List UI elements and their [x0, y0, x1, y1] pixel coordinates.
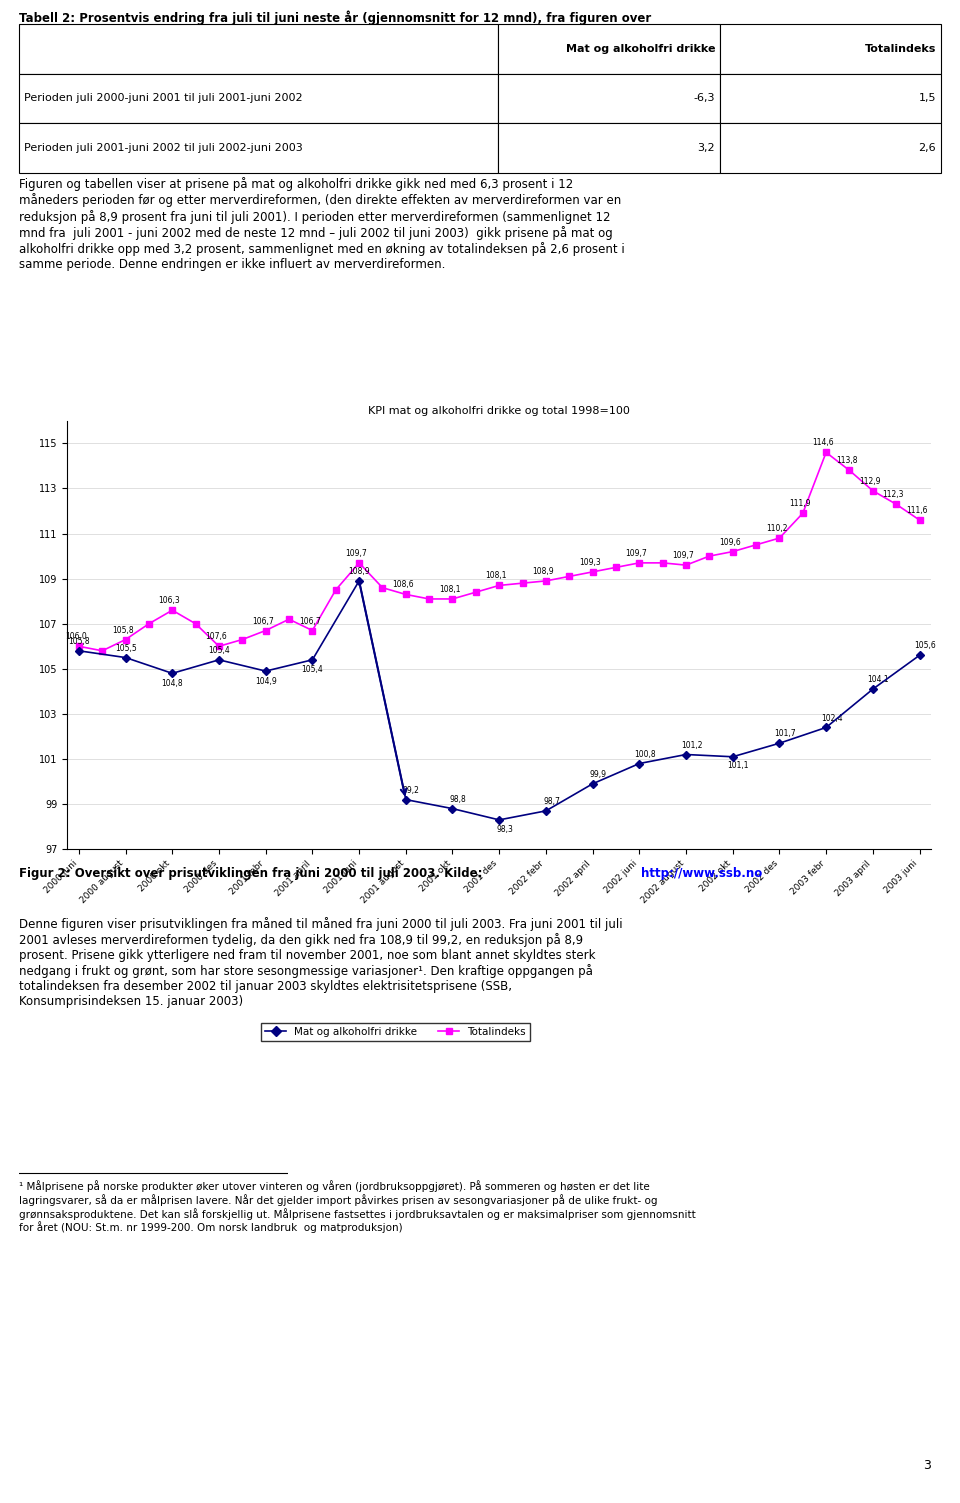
- Text: 105,6: 105,6: [914, 642, 936, 651]
- Text: Tabell 2: Prosentvis endring fra juli til juni neste år (gjennomsnitt for 12 mnd: Tabell 2: Prosentvis endring fra juli ti…: [19, 11, 652, 26]
- Text: 98,3: 98,3: [496, 825, 514, 834]
- Text: 101,7: 101,7: [774, 729, 796, 738]
- Text: 109,7: 109,7: [672, 552, 694, 561]
- Text: 107,6: 107,6: [205, 633, 228, 642]
- Text: 109,6: 109,6: [719, 538, 741, 547]
- Text: 109,7: 109,7: [626, 549, 647, 558]
- Title: KPI mat og alkoholfri drikke og total 1998=100: KPI mat og alkoholfri drikke og total 19…: [369, 406, 630, 416]
- Text: http://www.ssb.no: http://www.ssb.no: [641, 867, 762, 881]
- Bar: [498, 74, 720, 123]
- Text: 109,7: 109,7: [346, 549, 367, 558]
- Text: 106,7: 106,7: [252, 616, 274, 625]
- Text: 100,8: 100,8: [634, 750, 656, 759]
- Text: 105,4: 105,4: [301, 666, 324, 675]
- Text: 102,4: 102,4: [821, 714, 843, 723]
- Text: 108,9: 108,9: [532, 567, 554, 576]
- Text: 99,2: 99,2: [403, 786, 420, 795]
- Text: Mat og alkoholfri drikke: Mat og alkoholfri drikke: [565, 44, 715, 54]
- Text: 108,1: 108,1: [486, 571, 507, 580]
- Text: 111,6: 111,6: [906, 507, 927, 516]
- Text: 106,7: 106,7: [299, 616, 321, 625]
- Text: Perioden juli 2000-juni 2001 til juli 2001-juni 2002: Perioden juli 2000-juni 2001 til juli 20…: [24, 93, 302, 104]
- Text: 108,1: 108,1: [439, 585, 461, 594]
- Text: 112,9: 112,9: [859, 476, 880, 485]
- Bar: [498, 24, 720, 74]
- Text: ¹ Målprisene på norske produkter øker utover vinteren og våren (jordbruksoppgjør: ¹ Målprisene på norske produkter øker ut…: [19, 1180, 696, 1234]
- Text: 105,5: 105,5: [114, 643, 136, 652]
- Legend: Mat og alkoholfri drikke, Totalindeks: Mat og alkoholfri drikke, Totalindeks: [261, 1022, 530, 1042]
- Text: 105,8: 105,8: [112, 625, 133, 634]
- Text: 109,3: 109,3: [579, 558, 601, 567]
- Text: 101,2: 101,2: [681, 741, 703, 750]
- Text: 113,8: 113,8: [836, 457, 857, 466]
- Text: 3,2: 3,2: [697, 143, 715, 153]
- Text: 104,9: 104,9: [254, 676, 276, 685]
- Bar: [19, 74, 498, 123]
- Text: 106,0: 106,0: [65, 633, 87, 642]
- Bar: [19, 123, 498, 173]
- Text: 108,9: 108,9: [348, 567, 370, 576]
- Text: 108,6: 108,6: [393, 580, 414, 589]
- Text: 101,1: 101,1: [728, 761, 749, 770]
- Text: 105,8: 105,8: [68, 637, 89, 646]
- Bar: [720, 24, 941, 74]
- Text: Figur 2: Oversikt over prisutviklingen fra juni 2000 til juli 2003. Kilde:: Figur 2: Oversikt over prisutviklingen f…: [19, 867, 487, 881]
- Text: 105,4: 105,4: [208, 646, 229, 655]
- Text: 111,9: 111,9: [789, 499, 811, 508]
- Text: Totalindeks: Totalindeks: [865, 44, 936, 54]
- Text: 98,8: 98,8: [449, 795, 467, 804]
- Text: 2,6: 2,6: [919, 143, 936, 153]
- Text: 98,7: 98,7: [543, 797, 560, 806]
- Text: 99,9: 99,9: [589, 770, 607, 779]
- Text: 104,1: 104,1: [868, 675, 889, 684]
- Text: Figuren og tabellen viser at prisene på mat og alkoholfri drikke gikk ned med 6,: Figuren og tabellen viser at prisene på …: [19, 177, 625, 271]
- Text: 112,3: 112,3: [882, 490, 904, 499]
- Text: 110,2: 110,2: [766, 525, 787, 534]
- Text: 1,5: 1,5: [919, 93, 936, 104]
- Text: -6,3: -6,3: [693, 93, 715, 104]
- Text: 106,3: 106,3: [158, 597, 180, 606]
- Bar: [498, 123, 720, 173]
- Text: Perioden juli 2001-juni 2002 til juli 2002-juni 2003: Perioden juli 2001-juni 2002 til juli 20…: [24, 143, 302, 153]
- Text: 104,8: 104,8: [161, 679, 183, 688]
- Bar: [19, 24, 498, 74]
- Text: 114,6: 114,6: [812, 439, 834, 448]
- Text: 3: 3: [924, 1459, 931, 1471]
- Bar: [720, 123, 941, 173]
- Text: Denne figuren viser prisutviklingen fra måned til måned fra juni 2000 til juli 2: Denne figuren viser prisutviklingen fra …: [19, 917, 623, 1009]
- Bar: [720, 74, 941, 123]
